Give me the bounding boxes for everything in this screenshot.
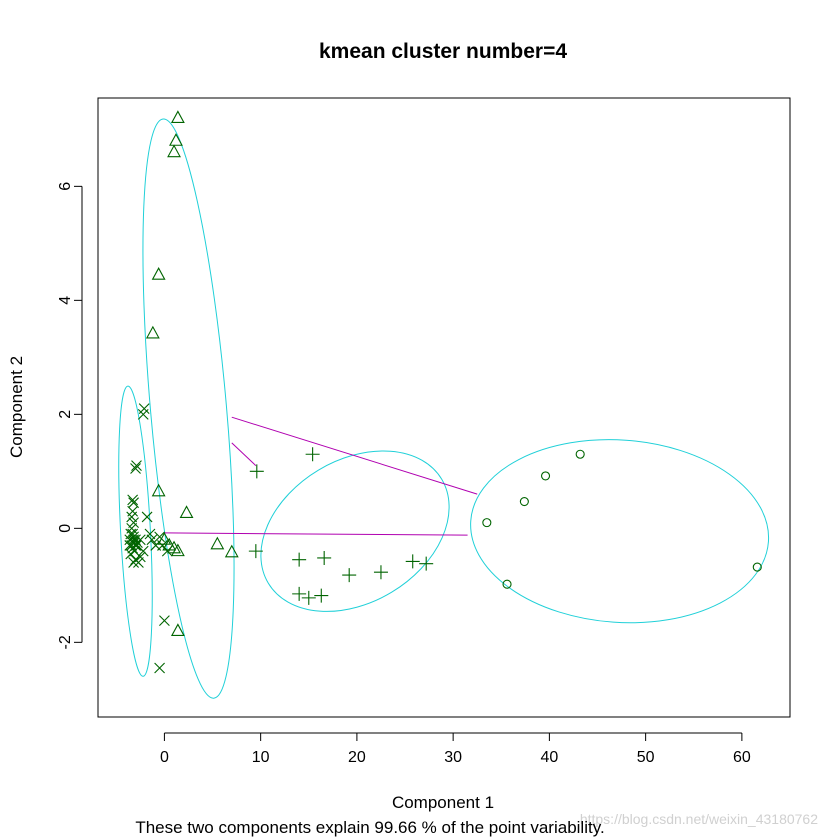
point-x-16 (127, 505, 139, 517)
point-plus-11 (301, 590, 316, 605)
y-tick-label--2: -2 (57, 635, 74, 649)
point-circle-4 (482, 518, 492, 528)
point-plus-8 (405, 554, 420, 569)
point-circle-2 (540, 471, 551, 481)
cluster-ellipse-3 (260, 450, 450, 612)
point-x-11 (124, 534, 136, 546)
x-tick-label-10: 10 (252, 749, 270, 766)
cluster-distance-line-2 (231, 442, 257, 467)
cluster-ellipse-2 (142, 118, 235, 699)
point-plus-7 (373, 565, 388, 580)
point-circle-6 (752, 562, 762, 572)
cluster-distance-line-3 (164, 532, 468, 536)
point-triangle-11 (170, 543, 185, 557)
point-x-18 (125, 548, 137, 560)
point-x-37 (137, 545, 149, 557)
point-triangle-6 (151, 483, 166, 497)
point-x-14 (128, 517, 139, 529)
point-circle-1 (575, 449, 585, 459)
point-triangle-7 (179, 505, 194, 518)
x-tick-label-50: 50 (637, 749, 655, 766)
point-triangle-12 (210, 536, 225, 550)
point-x-27 (137, 408, 149, 420)
point-x-30 (144, 528, 156, 540)
point-plus-1 (249, 464, 264, 479)
point-x-22 (133, 557, 144, 568)
point-plus-4 (292, 552, 307, 567)
point-x-29 (141, 511, 153, 523)
point-x-40 (127, 494, 139, 506)
point-plus-10 (292, 586, 307, 601)
y-tick-label-0: 0 (57, 524, 74, 533)
point-x-28 (134, 534, 146, 546)
chart-title: kmean cluster number=4 (319, 40, 567, 63)
point-x-33 (154, 531, 165, 543)
point-plus-6 (342, 568, 357, 583)
point-plus-3 (248, 544, 263, 559)
point-plus-5 (317, 550, 332, 565)
point-circle-3 (519, 496, 529, 507)
x-axis-label: Component 1 (392, 793, 494, 812)
point-triangle-4 (151, 267, 166, 280)
x-tick-label-20: 20 (348, 749, 366, 766)
y-tick-label-4: 4 (57, 296, 74, 305)
point-x-38 (159, 615, 170, 627)
cluster-distance-line-1 (231, 416, 478, 495)
x-tick-label-40: 40 (540, 749, 558, 766)
point-triangle-2 (169, 133, 183, 146)
plot-frame (97, 97, 791, 718)
y-axis: -2 0 2 4 6 (57, 182, 83, 649)
point-x-17 (128, 497, 139, 509)
point-circle-5 (502, 579, 512, 589)
chart-subtitle: These two components explain 99.66 % of … (135, 818, 604, 837)
point-plus-9 (419, 556, 434, 571)
x-tick-label-0: 0 (160, 749, 169, 766)
y-axis-label: Component 2 (7, 356, 26, 458)
point-triangle-14 (157, 532, 172, 545)
x-axis: 0 10 20 30 40 50 60 (160, 732, 751, 766)
point-triangle-1 (170, 110, 185, 123)
point-triangle-13 (224, 544, 239, 558)
cluster-ellipse-4 (470, 439, 770, 624)
point-plus-2 (305, 447, 320, 462)
point-x-25 (131, 460, 142, 472)
point-x-8 (126, 540, 138, 551)
point-triangle-3 (167, 144, 181, 158)
point-plus-12 (314, 588, 329, 603)
point-triangle-8 (170, 623, 185, 636)
point-x-39 (154, 662, 165, 674)
x-tick-label-60: 60 (733, 749, 751, 766)
plot-layer (118, 110, 770, 699)
point-x-24 (130, 463, 141, 474)
cluster-ellipse-1 (118, 385, 153, 677)
point-x-36 (134, 551, 146, 563)
point-x-23 (128, 557, 139, 568)
point-triangle-5 (145, 325, 160, 339)
point-x-19 (124, 540, 136, 551)
y-tick-label-6: 6 (57, 182, 74, 191)
watermark: https://blog.csdn.net/weixin_43180762 (580, 811, 818, 827)
x-tick-label-30: 30 (444, 749, 462, 766)
y-tick-label-2: 2 (57, 410, 74, 419)
point-x-31 (146, 534, 158, 546)
